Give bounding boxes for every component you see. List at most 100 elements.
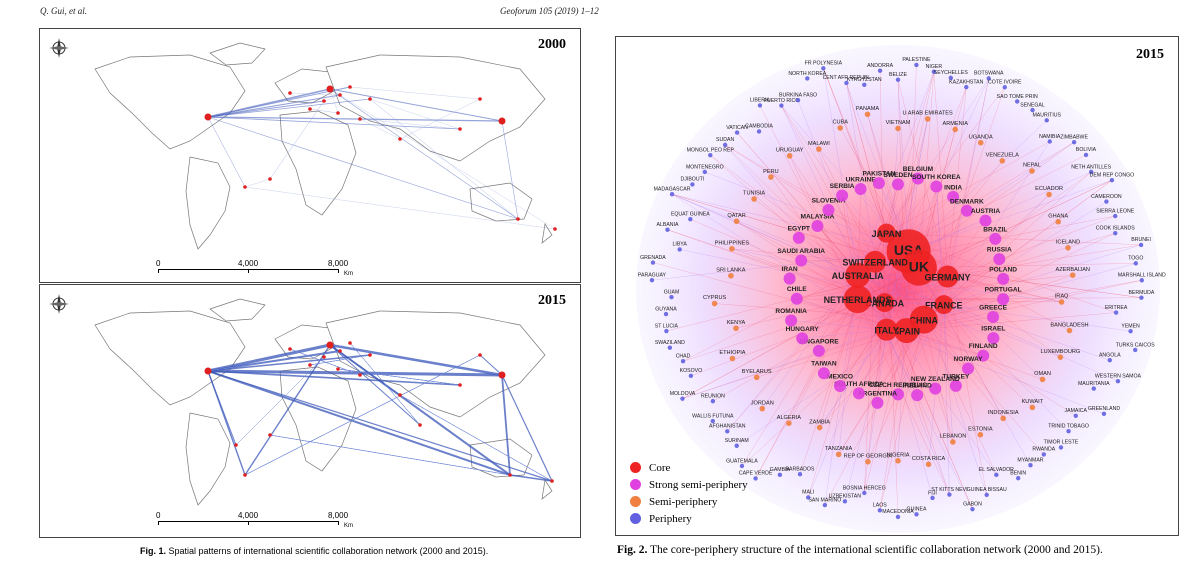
node-brazil [989, 232, 1002, 245]
label-kuwait: KUWAIT [1022, 399, 1044, 405]
node-western-samoa [1115, 379, 1121, 384]
node-fr-polynesia [821, 66, 826, 71]
node-kyrgyzstan [862, 82, 867, 88]
node-senegal [1030, 107, 1035, 113]
node-jordan [759, 405, 766, 412]
figure-1-caption: Fig. 1. Spatial patterns of internationa… [140, 546, 488, 556]
node-serbia [836, 189, 849, 202]
label-mongol-peo-rep: MONGOL PEO REP [687, 147, 735, 153]
node-guinea-bissau [984, 492, 989, 498]
label-sao-tome-prin: SAO TOME PRIN [997, 94, 1038, 100]
label-estonia: ESTONIA [968, 426, 993, 432]
label-czech-republic: CZECH REPUBLIC [869, 382, 927, 389]
node-bolivia [1083, 152, 1089, 158]
node-tanzania [835, 451, 842, 458]
label-chile: CHILE [787, 286, 807, 293]
north-arrow-icon [49, 38, 69, 58]
node-puerto-rico [779, 103, 784, 108]
label-costa-rica: COSTA RICA [912, 456, 946, 462]
node-france [934, 295, 954, 315]
label-cameroon: CAMEROON [1091, 194, 1122, 200]
node-algeria [786, 420, 792, 426]
label-saudi-arabia: SAUDI ARABIA [777, 248, 825, 255]
world-map-2015 [94, 298, 554, 506]
node-north-korea [805, 76, 810, 81]
node-sri-lanka [728, 272, 734, 279]
legend-item-periphery: Periphery [630, 510, 748, 527]
node-italy [875, 318, 898, 341]
node-albania [665, 227, 670, 232]
node-mongol-peo-rep [708, 152, 713, 158]
label-slovenia: SLOVENIA [812, 198, 846, 205]
label-indonesia: INDONESIA [988, 410, 1019, 416]
node-grenada [650, 260, 656, 265]
label-hungary: HUNGARY [786, 326, 820, 333]
node-india [947, 190, 960, 203]
node-taiwan [817, 367, 830, 380]
label-byelarus: BYELARUS [742, 369, 772, 375]
label-guam: GUAM [664, 289, 680, 295]
node-ireland [911, 389, 924, 402]
node-uzbekistan [842, 499, 848, 504]
label-afghanistan: AFGHANISTAN [709, 424, 746, 430]
node-south-korea [930, 180, 943, 193]
label-brazil: BRAZIL [983, 226, 1007, 233]
label-romania: ROMANIA [775, 308, 807, 315]
node-pakistan [872, 177, 885, 190]
node-vatican [734, 130, 740, 135]
label-myanmar: MYANMAR [1017, 457, 1043, 463]
label-reunion: REUNION [701, 393, 725, 399]
label-germany: GERMANY [925, 273, 971, 283]
node-reunion [710, 398, 716, 404]
label-marshall-island: MARSHALL ISLAND [1118, 273, 1166, 279]
node-guyana [663, 311, 669, 317]
label-cook-islands: COOK ISLANDS [1096, 225, 1135, 231]
node-cuba [837, 125, 844, 131]
legend-item-strong-semi-periphery: Strong semi-periphery [630, 476, 748, 493]
label-sri-lanka: SRI LANKA [716, 267, 745, 273]
label-rwanda: RWANDA [1032, 447, 1055, 453]
node-cote-ivoire [1002, 85, 1007, 90]
node-burkina-faso [795, 97, 801, 103]
label-surinam: SURINAM [725, 438, 749, 444]
label-kosovo: KOSOVO [680, 368, 703, 374]
label-greenland: GREENLAND [1088, 406, 1121, 412]
label-ethiopia: ETHIOPIA [719, 350, 745, 356]
node-montenegro [702, 169, 708, 175]
label-palestine: PALESTINE [902, 57, 931, 63]
label-oman: OMAN [1034, 371, 1051, 377]
label-grenada: GRENADA [640, 255, 666, 261]
label-wallis-futuna: WALLIS FUTUNA [692, 413, 734, 419]
label-taiwan: TAIWAN [811, 361, 837, 368]
node-uganda [977, 139, 984, 146]
label-libya: LIBYA [673, 242, 688, 248]
label-mali: MALI [802, 490, 814, 496]
node-peru [768, 174, 774, 180]
label-iran: IRAN [782, 266, 798, 273]
legend-swatch-semi [630, 496, 641, 507]
node-costa-rica [925, 461, 932, 468]
node-djibouti [690, 182, 695, 187]
label-norway: NORWAY [954, 356, 984, 363]
node-liberia [757, 103, 763, 108]
node-sudan [722, 142, 728, 148]
label-mauritius: MAURITIUS [1032, 113, 1061, 119]
node-kazakhstan [964, 84, 969, 90]
node-bangladesh [1066, 327, 1073, 334]
node-qatar [733, 218, 740, 225]
map-year-label: 2015 [538, 293, 566, 308]
label-el-salvador: EL SALVADOR [979, 467, 1014, 473]
node-el-salvador [994, 472, 999, 478]
label-new-zealand: NEW ZEALAND [911, 376, 960, 383]
node-canada [875, 293, 895, 313]
node-guam [669, 294, 674, 300]
label-serbia: SERBIA [830, 183, 855, 190]
node-madagascar [669, 192, 675, 197]
label-uganda: UGANDA [969, 134, 993, 140]
label-belgium: BELGIUM [903, 166, 934, 173]
label-guinea-bissau: GUINEA BISSAU [967, 487, 1007, 493]
label-cyprus: CYPRUS [703, 295, 727, 301]
label-benin: BENIN [1010, 470, 1026, 476]
node-norway [962, 362, 975, 375]
label-turks-caicos: TURKS CAICOS [1116, 342, 1155, 348]
